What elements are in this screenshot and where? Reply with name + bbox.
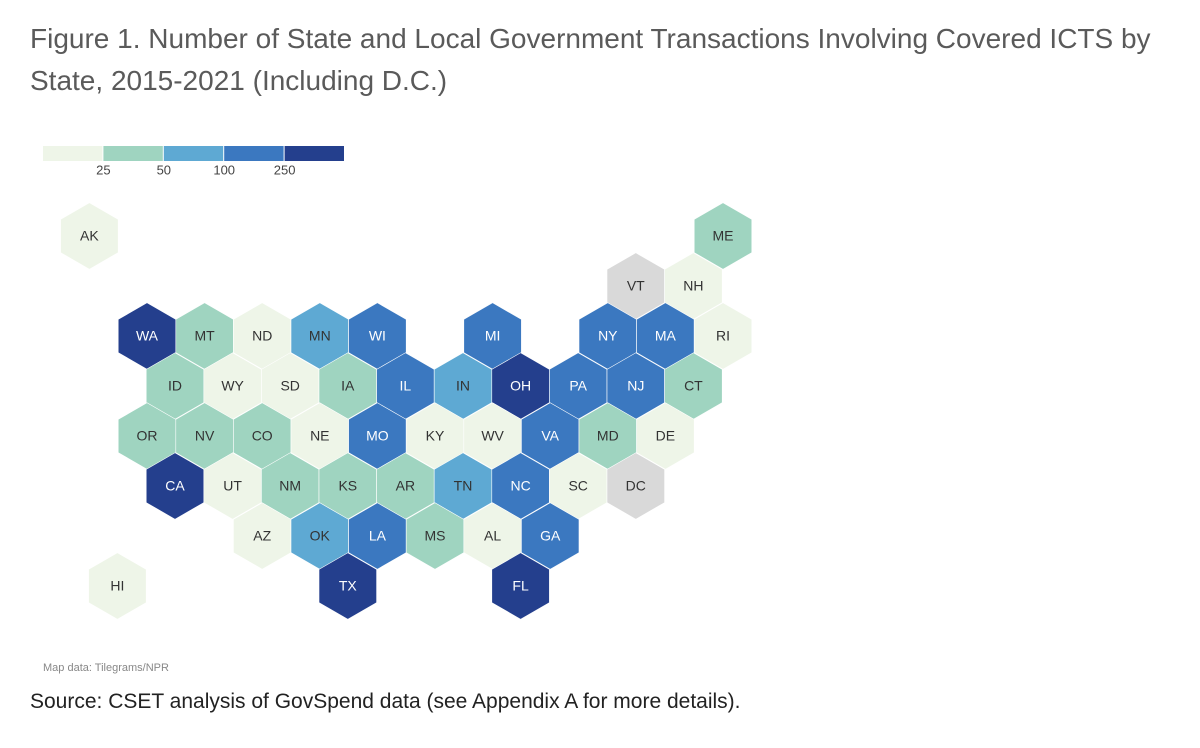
state-hex bbox=[318, 552, 377, 620]
state-label: OR bbox=[137, 428, 158, 444]
map-credit: Map data: Tilegrams/NPR bbox=[43, 662, 169, 674]
state-label: MS bbox=[425, 528, 446, 544]
state-label: AR bbox=[396, 478, 415, 494]
state-label: NC bbox=[510, 478, 530, 494]
state-label: AZ bbox=[253, 528, 271, 544]
state-label: OK bbox=[310, 528, 331, 544]
state-label: WY bbox=[221, 378, 244, 394]
state-label: MT bbox=[194, 328, 215, 344]
state-label: MD bbox=[597, 428, 619, 444]
state-hex bbox=[693, 302, 753, 370]
state-label: LA bbox=[369, 528, 387, 544]
state-label: SD bbox=[280, 378, 299, 394]
state-label: ID bbox=[168, 378, 182, 394]
state-hex bbox=[636, 402, 695, 470]
state-label: NJ bbox=[627, 378, 644, 394]
state-hex bbox=[693, 202, 753, 270]
state-label: TN bbox=[454, 478, 473, 494]
state-label: KS bbox=[338, 478, 357, 494]
source-note: Source: CSET analysis of GovSpend data (… bbox=[30, 690, 741, 713]
state-hex bbox=[521, 502, 580, 570]
state-label: MA bbox=[655, 328, 677, 344]
legend-swatch bbox=[103, 146, 163, 161]
figure-title: Figure 1. Number of State and Local Gove… bbox=[30, 23, 1151, 96]
state-label: NY bbox=[598, 328, 618, 344]
legend-swatch bbox=[284, 146, 344, 161]
state-label: NV bbox=[195, 428, 215, 444]
state-label: SC bbox=[568, 478, 587, 494]
state-label: WI bbox=[369, 328, 386, 344]
state-label: DC bbox=[626, 478, 646, 494]
state-label: ND bbox=[252, 328, 272, 344]
state-label: MI bbox=[485, 328, 501, 344]
state-label: AK bbox=[80, 228, 99, 244]
legend-tick-label: 100 bbox=[213, 162, 235, 177]
state-hex bbox=[88, 552, 147, 620]
state-hex bbox=[491, 552, 550, 620]
state-label: VA bbox=[541, 428, 559, 444]
legend-tick-label: 250 bbox=[274, 162, 296, 177]
legend-swatch bbox=[43, 146, 103, 161]
state-hex bbox=[60, 202, 119, 270]
state-label: RI bbox=[716, 328, 730, 344]
state-label: ME bbox=[713, 228, 734, 244]
state-label: OH bbox=[510, 378, 531, 394]
state-label: NE bbox=[310, 428, 329, 444]
state-label: HI bbox=[110, 578, 124, 594]
state-hex bbox=[606, 452, 665, 520]
state-label: IA bbox=[341, 378, 355, 394]
state-label: GA bbox=[540, 528, 561, 544]
state-label: WV bbox=[481, 428, 504, 444]
state-label: IL bbox=[400, 378, 412, 394]
state-label: CA bbox=[165, 478, 185, 494]
legend-swatch bbox=[224, 146, 284, 161]
state-label: NH bbox=[683, 278, 703, 294]
legend-tick-label: 25 bbox=[96, 162, 110, 177]
state-label: CT bbox=[684, 378, 703, 394]
state-label: PA bbox=[569, 378, 587, 394]
state-label: KY bbox=[426, 428, 445, 444]
state-label: CO bbox=[252, 428, 273, 444]
state-label: VT bbox=[627, 278, 645, 294]
legend-tick-label: 50 bbox=[157, 162, 171, 177]
state-label: UT bbox=[223, 478, 242, 494]
state-label: IN bbox=[456, 378, 470, 394]
state-label: MN bbox=[309, 328, 331, 344]
state-label: NM bbox=[279, 478, 301, 494]
state-label: MO bbox=[366, 428, 389, 444]
state-label: FL bbox=[512, 578, 529, 594]
state-label: AL bbox=[484, 528, 501, 544]
legend-swatch bbox=[163, 146, 224, 161]
state-label: WA bbox=[136, 328, 159, 344]
state-label: TX bbox=[339, 578, 358, 594]
state-label: DE bbox=[656, 428, 675, 444]
